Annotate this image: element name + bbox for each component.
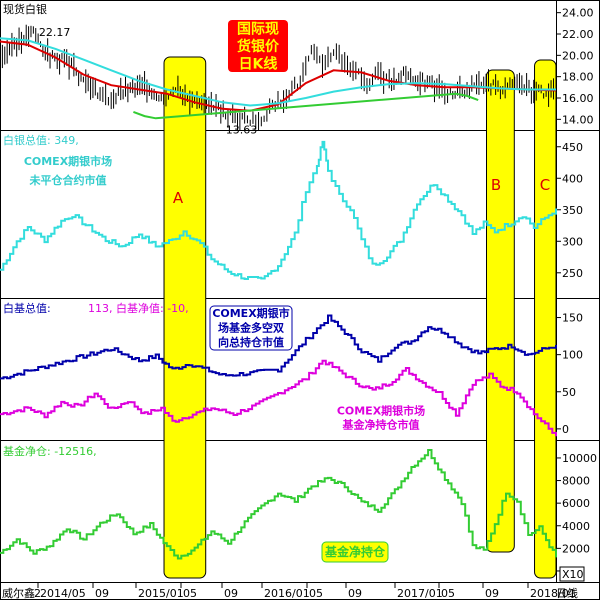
oi-ytick-label: 300 — [562, 235, 583, 248]
oi-series-0 — [0, 140, 557, 280]
fund-ytick-label: 150 — [562, 312, 583, 325]
fund-net-badge-line-1: 基金净持仓市值 — [342, 418, 420, 432]
kline-badge-line-1: 货银价 — [236, 38, 280, 55]
x-tick-label: 2018/01 — [530, 587, 576, 600]
oi-panel-label: 白银总值: 349, — [3, 133, 79, 147]
x-unit-label: 日线 — [556, 586, 578, 600]
fund-series-0 — [0, 314, 557, 380]
highlight-band-a — [163, 56, 207, 579]
net-ytick-label: 2000 — [562, 542, 590, 555]
price-ytick-label: 16.00 — [562, 92, 594, 105]
x-tick-label: 09 — [485, 587, 499, 600]
oi-badge-line-1: 未平仓合约市值 — [29, 173, 107, 187]
oi-badge-line-0: COMEX期银市场 — [24, 154, 112, 168]
price-ytick-label: 18.00 — [562, 71, 594, 84]
fund-total-badge-line-0: COMEX期银市 — [212, 306, 289, 320]
price-series-1 — [0, 40, 557, 112]
net-badge-box — [321, 541, 389, 563]
price-ytick-label: 22.00 — [562, 28, 594, 41]
price-panel-label: 现货白银 — [3, 2, 47, 16]
net-unit-label: X10 — [562, 568, 584, 581]
price-ytick-label: 24.00 — [562, 7, 594, 20]
price-annotation: 13.63 — [226, 123, 258, 136]
highlight-label-c: C — [540, 176, 550, 194]
x-tick-label: 05 — [183, 587, 197, 600]
fund-net-label: 113, 白基净值: -10, — [88, 301, 189, 315]
oi-ytick-label: 250 — [562, 267, 583, 280]
fund-total-badge-line-2: 向总持仓市值 — [218, 335, 284, 349]
oi-ytick-label: 450 — [562, 141, 583, 154]
x-tick-label: 09 — [224, 587, 238, 600]
x-tick-label: 2016/01 — [264, 587, 310, 600]
fund-ytick-label: 50 — [562, 386, 576, 399]
x-tick-label: 2015/01 — [138, 587, 184, 600]
net-unit-box — [559, 566, 585, 582]
price-ytick-label: 14.00 — [562, 113, 594, 126]
highlight-label-b: B — [491, 176, 501, 194]
x-tick-label: 2017/01 — [397, 587, 443, 600]
net-series-0 — [0, 449, 557, 560]
x-tick-label: 05 — [441, 587, 455, 600]
fund-series-1 — [0, 359, 557, 437]
fund-total-label: 白基总值: — [3, 301, 51, 315]
kline-badge-line-0: 国际现 — [237, 22, 279, 38]
net-ytick-label: 6000 — [562, 497, 590, 510]
fund-net-badge-box — [330, 404, 432, 432]
net-ytick-label: 8000 — [562, 475, 590, 488]
x-tick-label: 09 — [348, 587, 362, 600]
x-tick-label: 09 — [95, 587, 109, 600]
x-tick-label: 05 — [309, 587, 323, 600]
net-panel-label: 基金净仓: -12516, — [3, 444, 97, 458]
oi-badge-box — [14, 152, 122, 190]
highlight-band-b — [486, 69, 515, 553]
x-tick-label: 2014/05 — [40, 587, 86, 600]
fund-ytick-label: 100 — [562, 349, 583, 362]
highlight-band-c — [534, 59, 557, 579]
kline-badge-box — [228, 20, 288, 72]
fund-total-badge-box — [209, 305, 293, 351]
price-annotation: 22.17 — [39, 26, 71, 39]
price-series-2 — [0, 37, 556, 107]
net-badge-line-0: 基金净持仓 — [324, 544, 386, 559]
oi-ytick-label: 400 — [562, 172, 583, 185]
source-label: 威尔鑫 — [2, 586, 35, 600]
highlight-label-a: A — [173, 189, 184, 207]
x-prefix: 2 — [34, 587, 41, 600]
fund-net-badge-line-0: COMEX期银市场 — [337, 404, 425, 418]
net-ytick-label: 10000 — [562, 452, 597, 465]
fund-ytick-label: 0 — [562, 423, 569, 436]
fund-total-badge-line-1: 场基金多空双 — [218, 321, 284, 335]
price-ytick-label: 20.00 — [562, 49, 594, 62]
net-ytick-label: 4000 — [562, 520, 590, 533]
price-series-3 — [133, 92, 479, 120]
oi-ytick-label: 350 — [562, 204, 583, 217]
kline-badge-line-2: 日K线 — [239, 55, 278, 72]
